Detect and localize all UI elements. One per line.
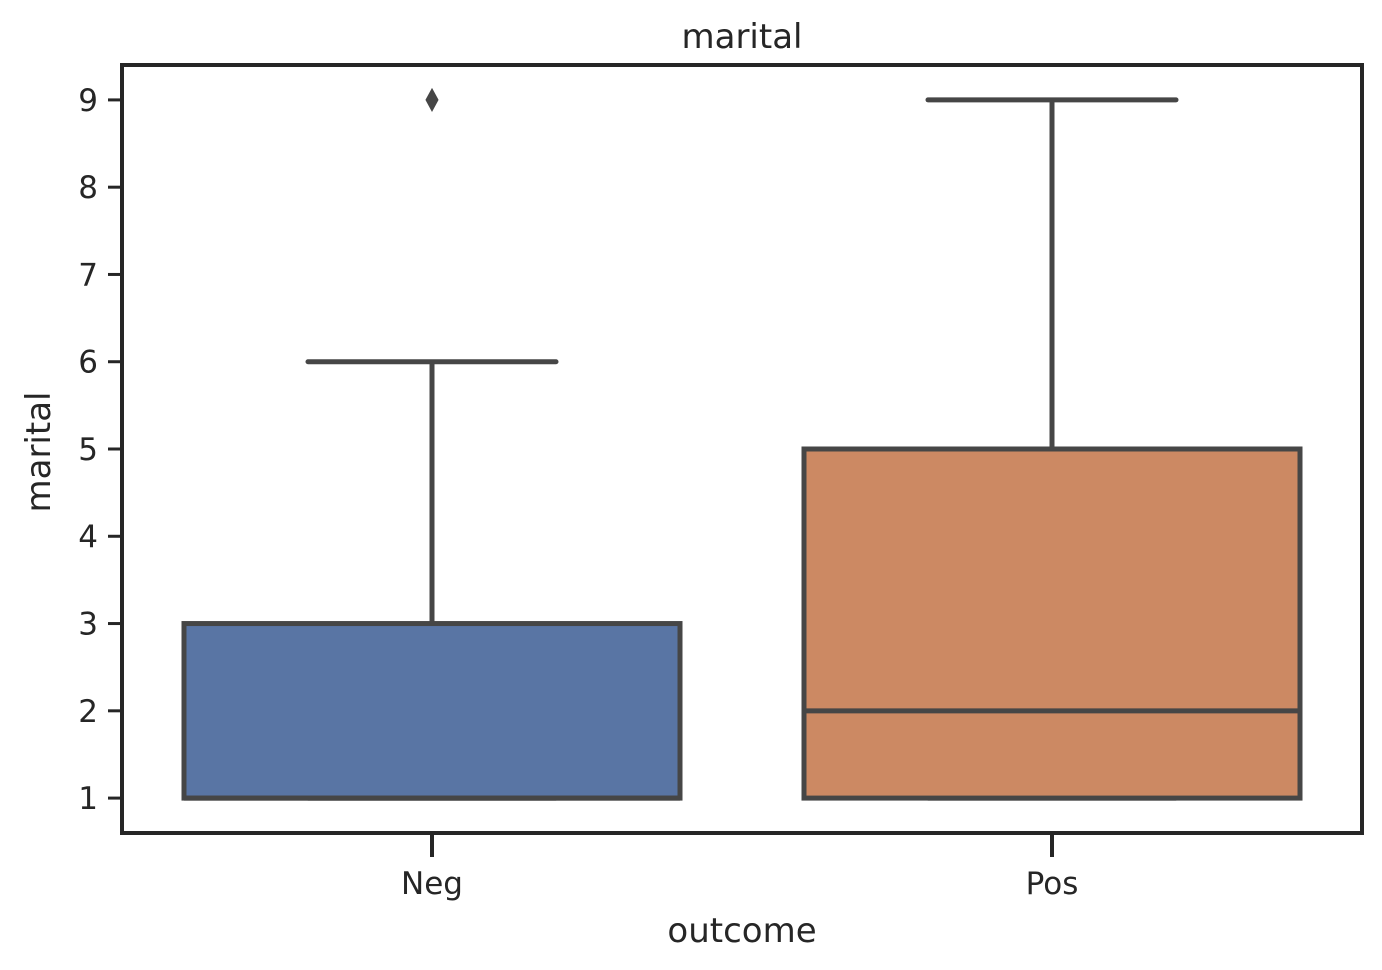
y-tick-label: 7	[78, 257, 98, 293]
y-tick-label: 4	[78, 519, 98, 555]
y-tick-label: 5	[78, 432, 98, 468]
x-axis-title: outcome	[667, 911, 816, 951]
y-axis-title: marital	[19, 392, 59, 513]
box-neg	[181, 621, 683, 801]
y-tick-label: 2	[78, 694, 98, 730]
box-pos	[801, 446, 1303, 801]
outlier-point	[425, 87, 439, 112]
x-tick-label: Neg	[401, 866, 463, 902]
y-tick-label: 6	[78, 345, 98, 381]
y-tick-label: 9	[78, 83, 98, 119]
y-tick-label: 8	[78, 170, 98, 206]
plot-frame	[120, 63, 1364, 835]
plot-area: 1 2 3 4 5 6 7 8 9 Neg Pos	[78, 83, 1303, 902]
chart-title: marital	[682, 17, 803, 57]
x-tick-label: Pos	[1026, 866, 1079, 902]
y-tick-label: 1	[78, 781, 98, 817]
y-tick-label: 3	[78, 607, 98, 643]
